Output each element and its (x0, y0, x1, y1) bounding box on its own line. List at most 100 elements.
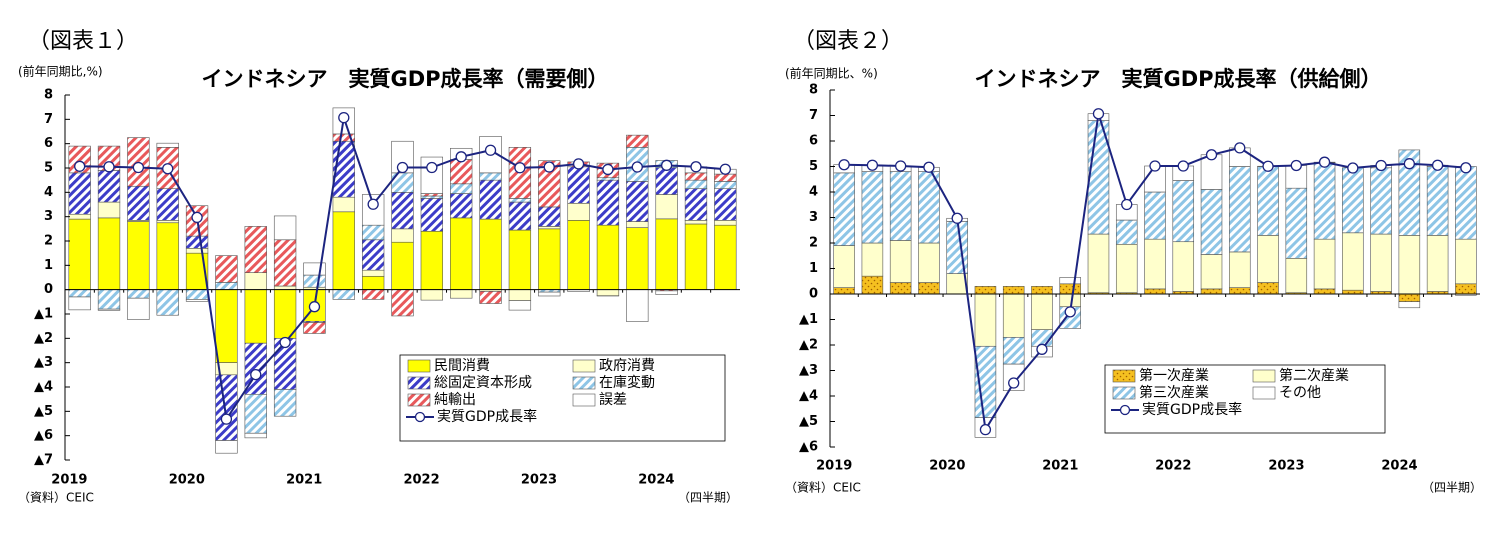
bar-segment (68, 289, 91, 298)
bar-segment (1229, 166, 1251, 253)
bar-segment (273, 215, 297, 241)
line-marker (1290, 159, 1302, 172)
bar-segment (68, 172, 91, 215)
bar-segment (391, 192, 414, 230)
bar-segment (303, 322, 326, 334)
bar-segment (833, 287, 855, 295)
bar-segment (538, 291, 561, 297)
bar-segment (97, 289, 121, 310)
bar-segment (889, 240, 912, 283)
y-tick-label: 0 (809, 287, 818, 302)
bar-segment (244, 432, 267, 439)
bar-segment (596, 179, 620, 226)
bar-segment (332, 196, 355, 213)
y-tick-label: ▲5 (799, 414, 818, 429)
y-tick-label: 0 (44, 282, 53, 297)
bar-segment (273, 389, 297, 417)
bar-segment (918, 282, 940, 295)
line-marker (103, 161, 115, 173)
x-tick-label: 2019 (816, 459, 852, 474)
y-tick-label: ▲4 (34, 380, 53, 395)
legend-swatch (572, 376, 596, 390)
line-marker (1149, 160, 1161, 172)
bar-segment (684, 188, 708, 221)
legend-label: 第一次産業 (1139, 367, 1209, 384)
bar-segment (420, 195, 444, 199)
bar-segment (420, 289, 444, 301)
bar-segment (185, 248, 209, 254)
bar-segment (1285, 257, 1308, 294)
line-marker (396, 161, 409, 174)
bar-segment (1398, 293, 1421, 302)
source-note: （資料）CEIC (18, 491, 94, 505)
legend-box (1104, 364, 1386, 434)
bar-segment (156, 188, 179, 221)
bar-segment (1455, 238, 1477, 285)
bar-segment (1370, 167, 1392, 235)
legend-label: 第三次産業 (1139, 384, 1209, 401)
y-tick-label: 6 (44, 136, 53, 151)
bar-segment (1342, 232, 1364, 291)
bar-segment (273, 239, 297, 287)
legend-swatch (1112, 386, 1136, 400)
y-tick-label: ▲2 (799, 338, 818, 353)
y-tick-label: ▲1 (34, 307, 53, 322)
bar-segment (508, 289, 532, 301)
figure-label: （図表１） (28, 29, 138, 54)
y-tick-label: 7 (809, 108, 818, 123)
y-tick-label: ▲5 (34, 404, 53, 419)
line-marker (220, 413, 233, 425)
line-marker (1177, 160, 1189, 172)
bar-segment (1342, 289, 1364, 295)
bar-segment (1172, 241, 1195, 292)
line-marker (660, 159, 673, 171)
line-marker (866, 159, 879, 171)
bar-segment (479, 218, 502, 290)
bar-segment (127, 289, 150, 299)
bar-segment (420, 198, 444, 232)
line-marker (74, 160, 86, 172)
bar-segment (185, 235, 209, 249)
legend-label: 純輸出 (434, 392, 476, 408)
bar-segment (68, 296, 91, 311)
bar-segment (1059, 277, 1081, 285)
bar-segment (332, 211, 355, 290)
line-marker (1205, 149, 1218, 161)
bar-segment (1398, 235, 1421, 295)
y-tick-label: 4 (809, 185, 818, 200)
y-tick-label: 3 (809, 210, 818, 225)
x-tick-label: 2021 (1042, 459, 1078, 474)
y-tick-label: ▲3 (799, 363, 818, 378)
bar-segment (655, 218, 678, 290)
bar-segment (1059, 283, 1081, 295)
bar-segment (538, 226, 561, 230)
x-tick-label: 2023 (1268, 459, 1304, 474)
y-tick-label: ▲3 (34, 355, 53, 370)
bar-segment (508, 201, 532, 231)
bar-segment (567, 166, 590, 204)
line-marker (1347, 162, 1359, 174)
y-axis-label: (前年同期比,%) (18, 64, 103, 79)
x-tick-label: 2021 (286, 473, 322, 488)
y-tick-label: ▲2 (34, 331, 53, 346)
y-tick-label: 8 (809, 83, 818, 98)
y-tick-label: 5 (809, 159, 818, 174)
y-tick-label: 7 (44, 112, 53, 127)
bar-segment (1285, 187, 1308, 259)
bar-segment (655, 290, 678, 295)
bar-segment (1087, 233, 1110, 294)
line-marker (1262, 160, 1274, 172)
chart-title: インドネシア 実質GDP成長率（供給側） (974, 67, 1381, 91)
bar-segment (1115, 219, 1138, 245)
bar-segment (714, 181, 737, 189)
bar-segment (215, 255, 238, 283)
y-tick-label: 5 (44, 161, 53, 176)
bar-segment (596, 224, 620, 290)
bar-segment (508, 300, 532, 311)
bar-segment (244, 226, 267, 273)
bar-segment (538, 228, 561, 290)
bar-segment (1200, 254, 1223, 290)
line-marker (308, 301, 321, 313)
